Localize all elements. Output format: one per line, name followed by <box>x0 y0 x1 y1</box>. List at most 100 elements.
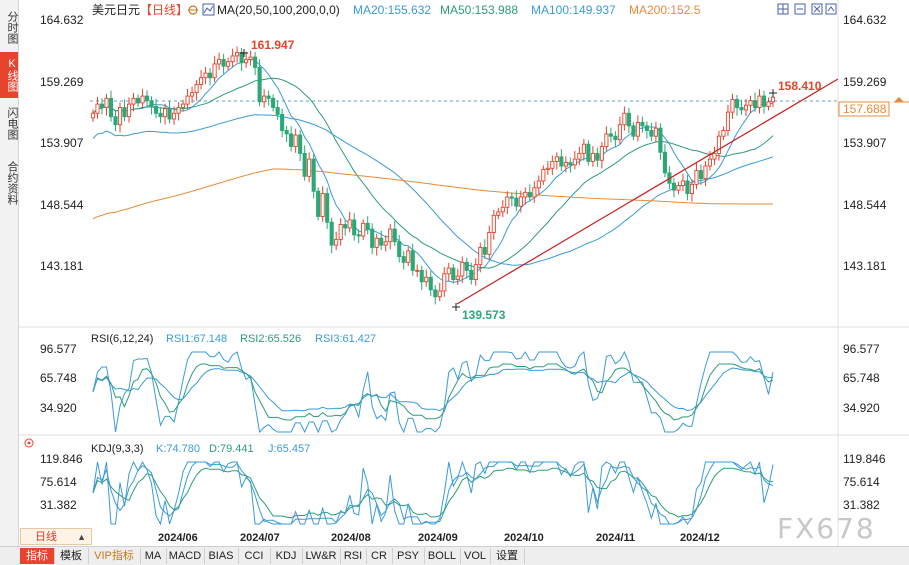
candle-body <box>392 228 397 243</box>
toolbar-button-vol[interactable]: VOL <box>460 548 491 564</box>
ma200-value: MA200:152.5 <box>629 3 701 17</box>
toolbar-button-cci[interactable]: CCI <box>238 548 271 564</box>
rsi2-line <box>92 363 774 421</box>
toolbar-button-[interactable]: 模板 <box>54 548 89 564</box>
candle-body <box>221 58 226 67</box>
candle-body <box>379 237 384 246</box>
candle-body <box>680 180 685 186</box>
toolbar-button-lwr[interactable]: LW&R <box>302 548 341 564</box>
candle-body <box>122 107 127 118</box>
kdj-tick-left: 75.614 <box>40 475 77 489</box>
candle-body <box>325 193 330 223</box>
candle-body <box>293 134 298 147</box>
candle-body <box>563 162 568 167</box>
sidebar: 分时图 K线图 闪电图 合约资料 <box>0 0 19 546</box>
toolbar-button-macd[interactable]: MACD <box>166 548 205 564</box>
toolbar-button-rsi[interactable]: RSI <box>340 548 367 564</box>
candle-body <box>108 97 114 118</box>
kdj-k-value: K:74.780 <box>156 443 200 455</box>
current-price-tag: 157.688 <box>838 97 909 117</box>
candle-body <box>167 108 172 120</box>
candle-body <box>266 95 271 99</box>
tab-contract-info[interactable]: 合约资料 <box>6 161 18 205</box>
price-tick-right: 164.632 <box>843 13 887 27</box>
up-arrow-icon[interactable] <box>825 3 837 15</box>
kdj-j-line <box>92 460 774 526</box>
candle-body <box>590 152 595 162</box>
rsi-tick-right: 65.748 <box>843 371 880 385</box>
candle-body <box>734 99 740 108</box>
candle-body <box>356 234 361 237</box>
candle-body <box>257 66 262 103</box>
tab-timeshare[interactable]: 分时图 <box>6 10 18 44</box>
minus-icon[interactable] <box>794 3 806 15</box>
toolbar-button-vip[interactable]: VIP指标 <box>88 548 141 564</box>
candle-body <box>307 158 312 177</box>
candle-body <box>509 196 514 199</box>
candle-body <box>527 191 532 198</box>
candle-body <box>595 152 600 161</box>
high-marker <box>240 49 248 57</box>
tab-flash[interactable]: 闪电图 <box>6 106 18 140</box>
kdj-tick-left: 119.846 <box>40 452 83 466</box>
rsi3-line <box>92 367 774 412</box>
candle-body <box>316 190 321 217</box>
candle-body <box>545 167 550 170</box>
candle-body <box>406 250 411 263</box>
toolbar-button-[interactable]: 设置 <box>490 548 525 564</box>
candle-body <box>144 95 150 102</box>
toolbar-button-psy[interactable]: PSY <box>392 548 425 564</box>
kdj-d-line <box>92 467 774 519</box>
candle-body <box>631 125 636 137</box>
eye-icon[interactable] <box>188 5 198 15</box>
toolbar-button-boll[interactable]: BOLL <box>424 548 461 564</box>
candle-body <box>550 160 555 169</box>
kdj-settings-icon[interactable] <box>24 438 34 448</box>
candle-body <box>262 95 267 103</box>
toolbar-button-kdj[interactable]: KDJ <box>270 548 303 564</box>
period-selector[interactable]: 日线 ▲ <box>20 528 92 545</box>
candle-body <box>559 156 564 167</box>
candle-body <box>703 165 708 180</box>
price-tick-left: 148.544 <box>40 198 84 212</box>
ma100-line <box>92 114 774 266</box>
candle-body <box>239 52 244 64</box>
tab-kline[interactable]: K线图 <box>0 52 18 98</box>
candle-body <box>401 256 406 263</box>
ma-settings-icon[interactable] <box>202 3 215 16</box>
candle-body <box>766 101 771 107</box>
candle-body <box>608 133 613 137</box>
candle-body <box>676 185 681 191</box>
toolbar-button-bias[interactable]: BIAS <box>204 548 239 564</box>
bottom-toolbar: 指标 模板 VIP指标 MA MACD BIAS CCI KDJ LW&R RSI CR PSY BOL… <box>0 546 909 565</box>
grid-icon[interactable] <box>777 3 789 15</box>
candle-body <box>505 196 510 208</box>
candle-body <box>275 107 280 115</box>
candle-body <box>577 152 582 160</box>
candle-body <box>419 269 424 283</box>
candle-body <box>126 103 132 118</box>
caret-up-icon: ▲ <box>77 532 86 542</box>
candle-body <box>149 100 154 107</box>
candle-body <box>491 214 496 233</box>
rsi-tick-left: 96.577 <box>40 342 77 356</box>
candle-body <box>649 130 654 137</box>
toolbar-button-ma[interactable]: MA <box>140 548 167 564</box>
candle-body <box>748 100 753 106</box>
candle-body <box>235 52 240 57</box>
toolbar-button-[interactable]: 指标 <box>20 548 55 564</box>
candle-body <box>428 276 433 291</box>
candle-body <box>460 261 465 277</box>
candle-body <box>163 108 168 118</box>
kdj-tick-right: 119.846 <box>843 452 886 466</box>
rsi3-value: RSI3:61.427 <box>315 333 376 345</box>
candle-body <box>176 107 181 114</box>
trend-line[interactable] <box>456 78 839 305</box>
svg-text:157.688: 157.688 <box>843 102 887 116</box>
candle-body <box>757 95 762 108</box>
close-icon[interactable] <box>811 3 823 15</box>
candle-body <box>716 135 722 154</box>
toolbar-button-cr[interactable]: CR <box>366 548 393 564</box>
ma100-value: MA100:149.937 <box>531 3 616 17</box>
candle-body <box>572 158 577 166</box>
